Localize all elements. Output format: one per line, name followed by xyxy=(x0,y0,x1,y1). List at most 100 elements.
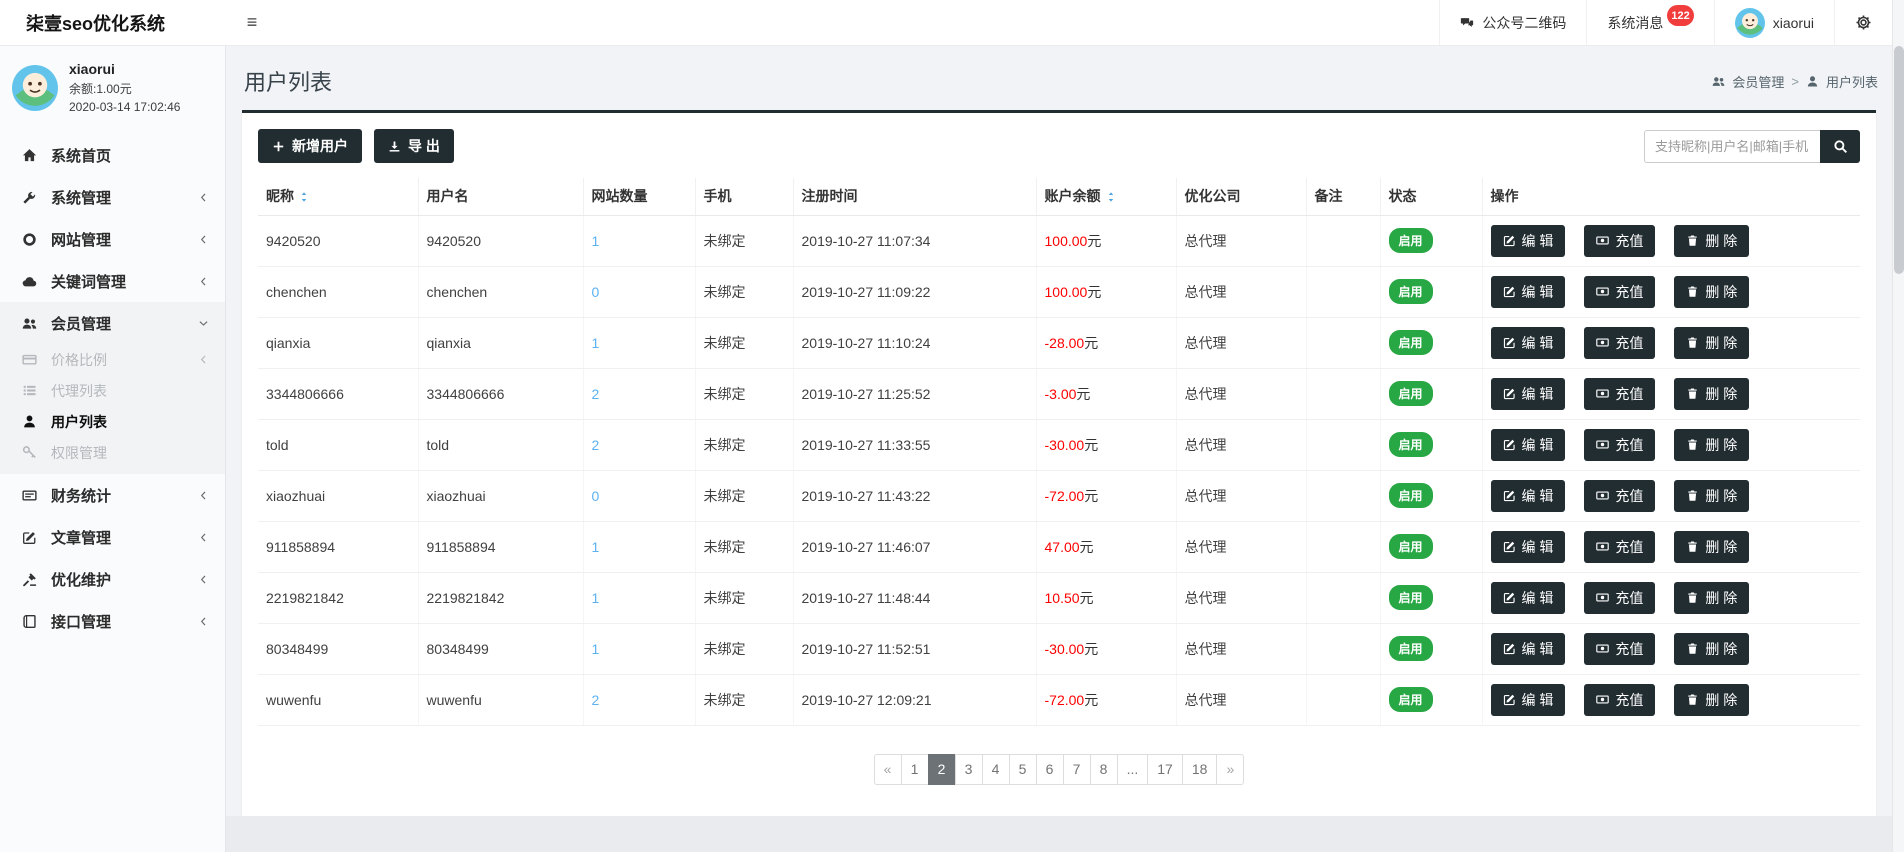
sidebar-item-label: 系统首页 xyxy=(51,147,112,165)
search-input[interactable] xyxy=(1644,129,1820,163)
site-count-link[interactable]: 0 xyxy=(591,283,600,300)
edit-button[interactable]: 编 辑 xyxy=(1490,428,1566,461)
edit-icon xyxy=(1503,642,1516,655)
recharge-button[interactable]: 充值 xyxy=(1584,479,1656,512)
sidebar-item-article[interactable]: 文章管理 xyxy=(0,516,225,558)
page-button-2[interactable]: 2 xyxy=(927,753,956,785)
site-count-link[interactable]: 1 xyxy=(591,232,600,249)
recharge-button[interactable]: 充值 xyxy=(1584,326,1656,359)
scrollbar[interactable] xyxy=(1892,0,1904,852)
cell-username: 2219821842 xyxy=(418,572,584,624)
site-count-link[interactable]: 1 xyxy=(591,589,600,606)
page-button-3[interactable]: 3 xyxy=(954,753,983,785)
user-menu-item[interactable]: xiaorui xyxy=(1713,0,1834,45)
settings-menu-item[interactable] xyxy=(1834,0,1892,45)
page-button-6[interactable]: 6 xyxy=(1035,753,1064,785)
sidebar-item-label: 财务统计 xyxy=(51,487,112,505)
breadcrumb-item-2[interactable]: 用户列表 xyxy=(1825,74,1878,90)
site-count-link[interactable]: 2 xyxy=(591,691,600,708)
delete-button[interactable]: 删 除 xyxy=(1674,632,1750,665)
delete-button[interactable]: 删 除 xyxy=(1674,530,1750,563)
site-count-link[interactable]: 1 xyxy=(591,538,600,555)
site-count-link[interactable]: 2 xyxy=(591,436,600,453)
recharge-button[interactable]: 充值 xyxy=(1584,683,1656,716)
sidebar-item-website[interactable]: 网站管理 xyxy=(0,218,225,260)
delete-button[interactable]: 删 除 xyxy=(1674,479,1750,512)
site-count-link[interactable]: 2 xyxy=(591,385,600,402)
delete-button[interactable]: 删 除 xyxy=(1674,275,1750,308)
sidebar-item-label: 用户列表 xyxy=(51,413,107,430)
search-button[interactable] xyxy=(1820,129,1860,163)
sidebar-item-finance[interactable]: 财务统计 xyxy=(0,474,225,516)
sidebar-item-permission[interactable]: 权限管理 xyxy=(0,437,225,468)
scrollbar-thumb[interactable] xyxy=(1894,46,1904,274)
col-header-balance[interactable]: 账户余额 xyxy=(1036,178,1177,216)
edit-button[interactable]: 编 辑 xyxy=(1490,683,1566,716)
breadcrumb-item-1[interactable]: 会员管理 xyxy=(1732,74,1785,90)
col-header-nickname[interactable]: 昵称 xyxy=(258,178,419,216)
sidebar-item-system[interactable]: 系统管理 xyxy=(0,176,225,218)
add-user-button[interactable]: 新增用户 xyxy=(258,129,362,163)
edit-button[interactable]: 编 辑 xyxy=(1490,530,1566,563)
delete-button[interactable]: 删 除 xyxy=(1674,581,1750,614)
edit-button[interactable]: 编 辑 xyxy=(1490,224,1566,257)
recharge-button[interactable]: 充值 xyxy=(1584,530,1656,563)
brand-logo[interactable]: 柒壹seo优化系统 xyxy=(26,13,166,34)
page-button-18[interactable]: 18 xyxy=(1181,753,1218,785)
delete-button[interactable]: 删 除 xyxy=(1674,224,1750,257)
status-badge[interactable]: 启用 xyxy=(1388,636,1433,661)
edit-button[interactable]: 编 辑 xyxy=(1490,275,1566,308)
recharge-button[interactable]: 充值 xyxy=(1584,377,1656,410)
sidebar-item-user-list[interactable]: 用户列表 xyxy=(0,406,225,437)
site-count-link[interactable]: 0 xyxy=(591,487,600,504)
page-button-4[interactable]: 4 xyxy=(981,753,1010,785)
recharge-button[interactable]: 充值 xyxy=(1584,581,1656,614)
edit-button[interactable]: 编 辑 xyxy=(1490,377,1566,410)
sidebar-item-agent-list[interactable]: 代理列表 xyxy=(0,375,225,406)
search-icon xyxy=(1833,139,1848,154)
sidebar-item-home[interactable]: 系统首页 xyxy=(0,134,225,176)
sidebar-item-price-ratio[interactable]: 价格比例 xyxy=(0,344,225,375)
cell-actions: 编 辑 充值 删 除 xyxy=(1482,266,1860,318)
status-badge[interactable]: 启用 xyxy=(1388,483,1433,508)
edit-button[interactable]: 编 辑 xyxy=(1490,479,1566,512)
site-count-link[interactable]: 1 xyxy=(591,640,600,657)
recharge-button[interactable]: 充值 xyxy=(1584,632,1656,665)
messages-menu-item[interactable]: 系统消息 122 xyxy=(1586,0,1713,45)
status-badge[interactable]: 启用 xyxy=(1388,432,1433,457)
status-badge[interactable]: 启用 xyxy=(1388,381,1433,406)
page-button-8[interactable]: 8 xyxy=(1089,753,1118,785)
page-button-7[interactable]: 7 xyxy=(1062,753,1091,785)
recharge-button[interactable]: 充值 xyxy=(1584,428,1656,461)
edit-button[interactable]: 编 辑 xyxy=(1490,326,1566,359)
status-badge[interactable]: 启用 xyxy=(1388,330,1433,355)
edit-button[interactable]: 编 辑 xyxy=(1490,632,1566,665)
page-prev-button[interactable]: « xyxy=(873,753,902,785)
page-button-5[interactable]: 5 xyxy=(1008,753,1037,785)
export-button[interactable]: 导 出 xyxy=(374,129,454,163)
page-button-1[interactable]: 1 xyxy=(900,753,929,785)
sidebar-item-member[interactable]: 会员管理 xyxy=(0,302,225,344)
status-badge[interactable]: 启用 xyxy=(1388,687,1433,712)
recharge-button[interactable]: 充值 xyxy=(1584,224,1656,257)
status-badge[interactable]: 启用 xyxy=(1388,228,1433,253)
delete-button[interactable]: 删 除 xyxy=(1674,428,1750,461)
edit-button[interactable]: 编 辑 xyxy=(1490,581,1566,614)
site-count-link[interactable]: 1 xyxy=(591,334,600,351)
delete-button[interactable]: 删 除 xyxy=(1674,683,1750,716)
page-button-17[interactable]: 17 xyxy=(1147,753,1183,785)
qrcode-menu-item[interactable]: 公众号二维码 xyxy=(1439,0,1586,45)
delete-button[interactable]: 删 除 xyxy=(1674,326,1750,359)
recharge-button[interactable]: 充值 xyxy=(1584,275,1656,308)
sidebar-item-keyword[interactable]: 关键词管理 xyxy=(0,260,225,302)
sidebar-item-optimize[interactable]: 优化维护 xyxy=(0,558,225,600)
delete-button[interactable]: 删 除 xyxy=(1674,377,1750,410)
sidebar-item-api[interactable]: 接口管理 xyxy=(0,600,225,642)
sidebar-toggle-button[interactable]: ≡ xyxy=(226,0,278,45)
status-badge[interactable]: 启用 xyxy=(1388,534,1433,559)
status-badge[interactable]: 启用 xyxy=(1388,279,1433,304)
status-badge[interactable]: 启用 xyxy=(1388,585,1433,610)
col-header-label: 备注 xyxy=(1314,188,1343,205)
page-next-button[interactable]: » xyxy=(1216,753,1245,785)
table-row: qianxia qianxia 1 未绑定 2019-10-27 11:10:24 -28… xyxy=(258,317,1860,369)
